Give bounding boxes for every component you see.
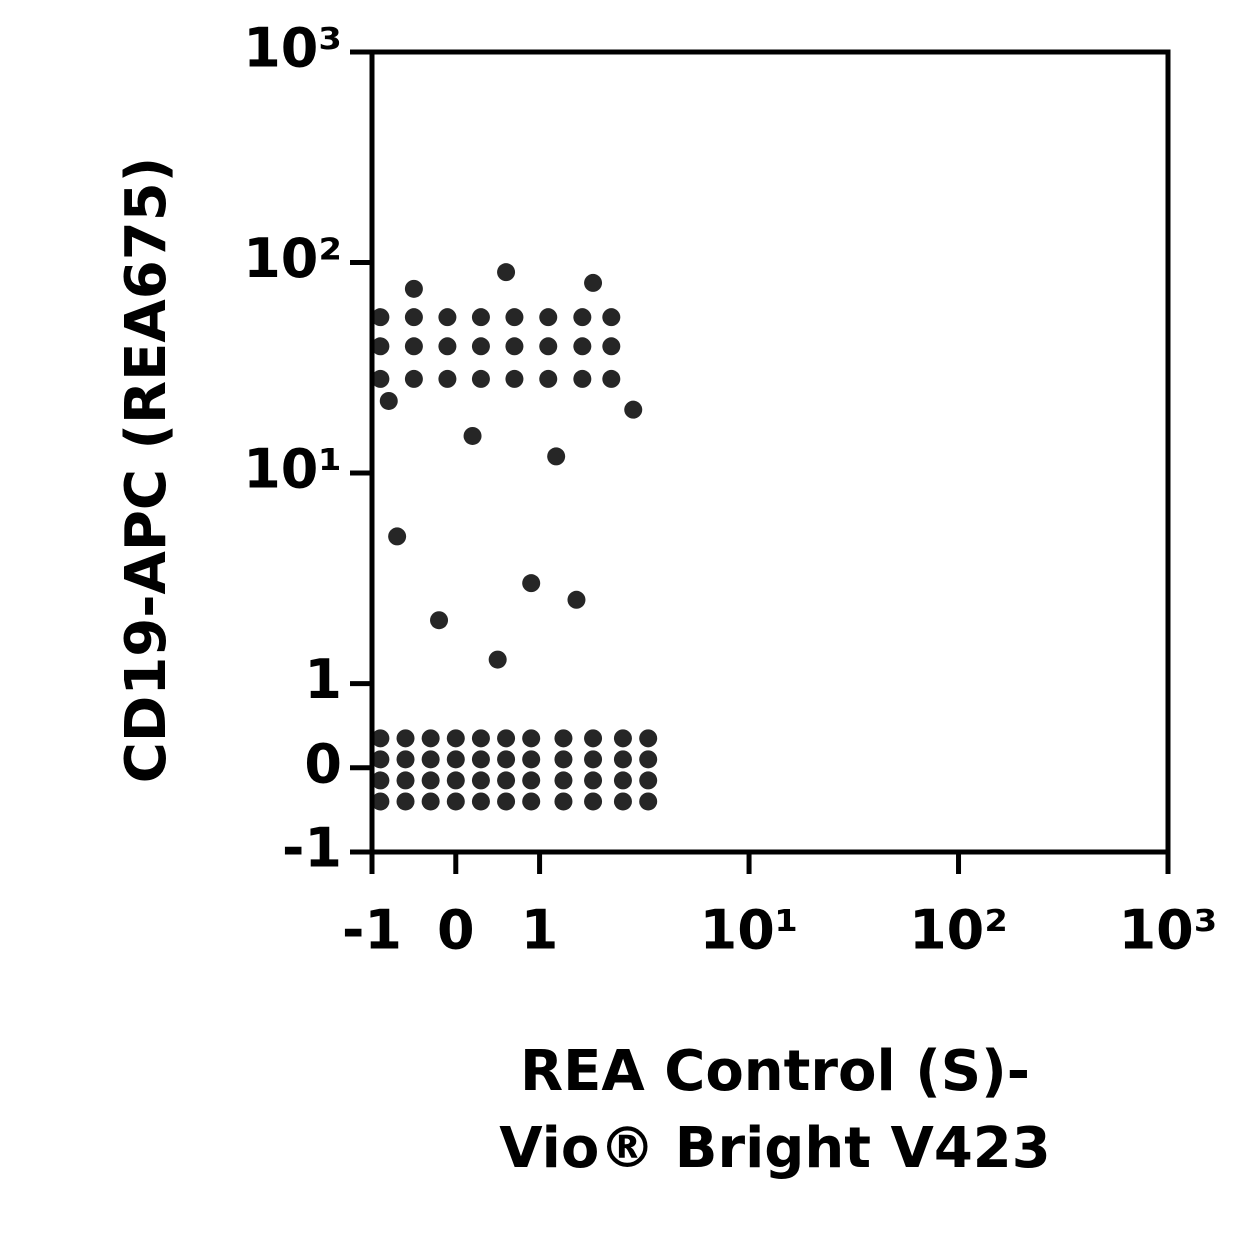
event-dot [446,771,465,790]
event-dot [379,391,398,410]
x-tick-label: 10¹ [700,899,799,962]
y-tick-label: 1 [304,648,342,711]
event-dot [584,771,603,790]
event-dot [396,729,415,748]
event-dot [471,337,490,356]
event-dot [539,308,558,327]
event-dot [602,308,621,327]
event-dot [497,771,516,790]
event-dot [488,650,507,669]
event-dot [573,308,592,327]
event-dot [421,729,440,748]
event-dot [421,771,440,790]
event-dot [446,792,465,811]
event-dot [497,792,516,811]
event-dot [613,771,632,790]
x-tick-label: -1 [342,899,402,962]
event-dot [584,750,603,769]
plot-frame [369,49,1171,855]
event-dot [505,308,524,327]
event-dot [522,771,541,790]
event-dot [438,337,457,356]
event-dot [471,308,490,327]
event-dot [471,729,490,748]
event-dot [421,750,440,769]
event-dot [505,337,524,356]
event-dot [404,279,423,298]
event-dot [371,771,390,790]
x-tick-label: 10² [909,899,1008,962]
event-dot [430,611,449,630]
event-dot [554,792,573,811]
event-dot [602,337,621,356]
event-dot [421,792,440,811]
event-dot [639,729,658,748]
event-dot [404,308,423,327]
event-dot [613,750,632,769]
event-dot [624,400,643,419]
y-tick-label: 10² [243,227,342,290]
event-dot [639,792,658,811]
event-dot [396,750,415,769]
y-tick-label: 0 [304,732,342,795]
event-dot [471,369,490,388]
y-tick-label: 10³ [243,17,342,80]
event-dot [639,771,658,790]
event-dot [446,729,465,748]
x-axis-label: Vio® Bright V423 [499,1116,1050,1181]
event-dot [371,308,390,327]
event-dot [639,750,658,769]
event-dot [471,750,490,769]
event-dot [522,574,541,593]
event-dot [471,771,490,790]
event-dot [613,729,632,748]
event-dot [371,337,390,356]
event-dot [388,527,407,546]
event-dot [573,369,592,388]
event-dot [547,447,566,466]
event-dot [438,369,457,388]
event-dot [371,369,390,388]
event-dot [584,273,603,292]
event-dot [371,750,390,769]
event-dot [463,426,482,445]
event-dot [522,792,541,811]
event-dot [505,369,524,388]
event-dot [522,729,541,748]
y-tick-label: 10¹ [243,438,342,501]
event-dot [471,792,490,811]
event-dot [497,750,516,769]
x-axis-label: REA Control (S)- [520,1039,1030,1104]
event-dot [396,792,415,811]
event-dot [584,729,603,748]
event-dot [438,308,457,327]
event-dot [396,771,415,790]
x-tick-label: 0 [437,899,475,962]
event-dot [554,729,573,748]
y-axis-label: CD19-APC (REA675) [114,157,179,784]
event-dot [567,590,586,609]
x-tick-label: 1 [521,899,559,962]
event-dot [539,369,558,388]
event-dot [371,729,390,748]
event-dot [539,337,558,356]
event-dot [573,337,592,356]
event-dot [404,337,423,356]
event-dot [584,792,603,811]
event-dot [371,792,390,811]
event-dot [613,792,632,811]
x-tick-label: 10³ [1119,899,1218,962]
event-dot [446,750,465,769]
event-dot [497,263,516,282]
y-tick-label: -1 [282,817,342,880]
event-dot [602,369,621,388]
event-dot [497,729,516,748]
event-dot [554,771,573,790]
event-dot [554,750,573,769]
event-dot [404,369,423,388]
event-dot [522,750,541,769]
